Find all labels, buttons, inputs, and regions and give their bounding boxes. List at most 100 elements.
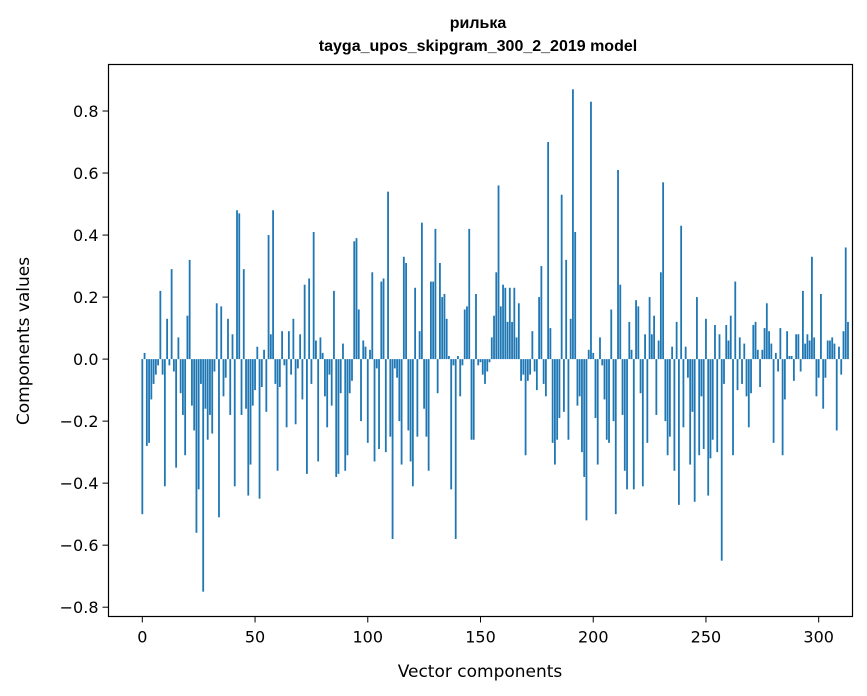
bar-107: [382, 278, 385, 360]
bar-245: [693, 359, 696, 502]
bar-25: [197, 359, 200, 490]
bar-28: [204, 359, 207, 409]
bar-226: [650, 334, 653, 360]
bar-23: [193, 359, 196, 431]
bar-95: [355, 238, 358, 360]
bar-90: [344, 359, 347, 471]
bar-42: [236, 210, 238, 360]
bar-73: [306, 359, 308, 474]
bar-210: [614, 359, 617, 515]
bar-261: [729, 315, 732, 360]
bar-305: [829, 340, 831, 360]
bar-271: [752, 324, 755, 360]
bar-12: [168, 359, 171, 366]
bar-0: [141, 359, 144, 515]
bar-295: [806, 334, 809, 360]
bar-211: [617, 169, 619, 360]
bar-166: [515, 337, 518, 360]
bar-235: [671, 346, 674, 360]
bar-139: [454, 359, 457, 539]
bar-142: [461, 359, 464, 366]
bar-164: [511, 321, 513, 360]
bar-63: [283, 359, 286, 366]
bar-239: [680, 225, 683, 360]
bar-11: [166, 318, 169, 360]
bar-82: [326, 359, 329, 428]
bar-84: [330, 359, 333, 406]
bar-26: [200, 359, 202, 384]
bar-289: [792, 359, 795, 381]
bar-231: [662, 182, 665, 360]
bar-155: [490, 337, 493, 360]
bar-38: [227, 318, 229, 360]
bar-137: [450, 359, 453, 490]
bar-302: [822, 359, 825, 409]
bar-1: [143, 352, 146, 360]
bar-99: [364, 346, 367, 360]
bar-120: [411, 359, 414, 487]
bar-241: [684, 346, 687, 360]
bar-124: [420, 222, 423, 360]
bar-291: [797, 334, 800, 360]
bar-40: [231, 334, 234, 360]
bar-253: [711, 359, 714, 440]
bar-238: [678, 359, 680, 505]
bar-117: [405, 262, 407, 360]
bar-47: [247, 359, 250, 496]
bar-45: [242, 269, 245, 360]
bar-152: [484, 359, 486, 384]
bar-145: [468, 228, 471, 360]
bar-102: [371, 272, 374, 360]
bar-273: [756, 349, 759, 360]
bar-246: [696, 297, 698, 360]
bar-260: [727, 340, 730, 360]
bar-202: [596, 359, 599, 465]
bar-249: [702, 359, 705, 450]
bar-133: [441, 297, 444, 360]
bar-304: [826, 340, 829, 360]
plot-frame: [107, 63, 854, 618]
bar-58: [272, 210, 274, 360]
bar-266: [741, 359, 743, 384]
bar-44: [240, 359, 243, 415]
bar-94: [353, 241, 356, 360]
bar-307: [833, 343, 836, 360]
bar-156: [493, 315, 495, 360]
bar-296: [808, 340, 811, 360]
bar-119: [409, 359, 412, 462]
bar-8: [159, 290, 162, 360]
bar-230: [659, 272, 662, 360]
bar-70: [299, 334, 302, 360]
bar-250: [705, 318, 707, 360]
bar-165: [513, 287, 516, 360]
bar-6: [154, 359, 157, 375]
bar-53: [260, 359, 263, 388]
y-tick-label: −0.6: [60, 536, 99, 555]
bar-34: [218, 359, 220, 518]
x-tick-label: 200: [578, 628, 609, 647]
bar-228: [655, 359, 658, 415]
bar-194: [578, 359, 581, 397]
y-tick-label: −0.2: [60, 412, 99, 431]
bar-88: [339, 359, 342, 394]
bar-60: [276, 359, 279, 471]
bar-57: [269, 334, 272, 360]
bar-118: [407, 359, 410, 431]
bar-86: [335, 359, 338, 477]
bar-55: [265, 359, 268, 412]
bar-81: [324, 359, 326, 397]
bar-22: [191, 359, 193, 406]
bar-121: [414, 287, 417, 360]
bar-207: [608, 359, 610, 443]
y-tick-label: 0.4: [73, 226, 98, 245]
bar-204: [601, 359, 604, 366]
x-axis-label: Vector components: [398, 662, 563, 682]
bar-184: [556, 359, 559, 440]
bar-243: [689, 359, 692, 465]
bar-108: [384, 359, 387, 453]
bar-132: [439, 262, 441, 360]
bar-256: [718, 334, 721, 360]
bar-79: [319, 337, 322, 360]
bar-153: [486, 359, 489, 372]
bar-46: [245, 359, 247, 409]
